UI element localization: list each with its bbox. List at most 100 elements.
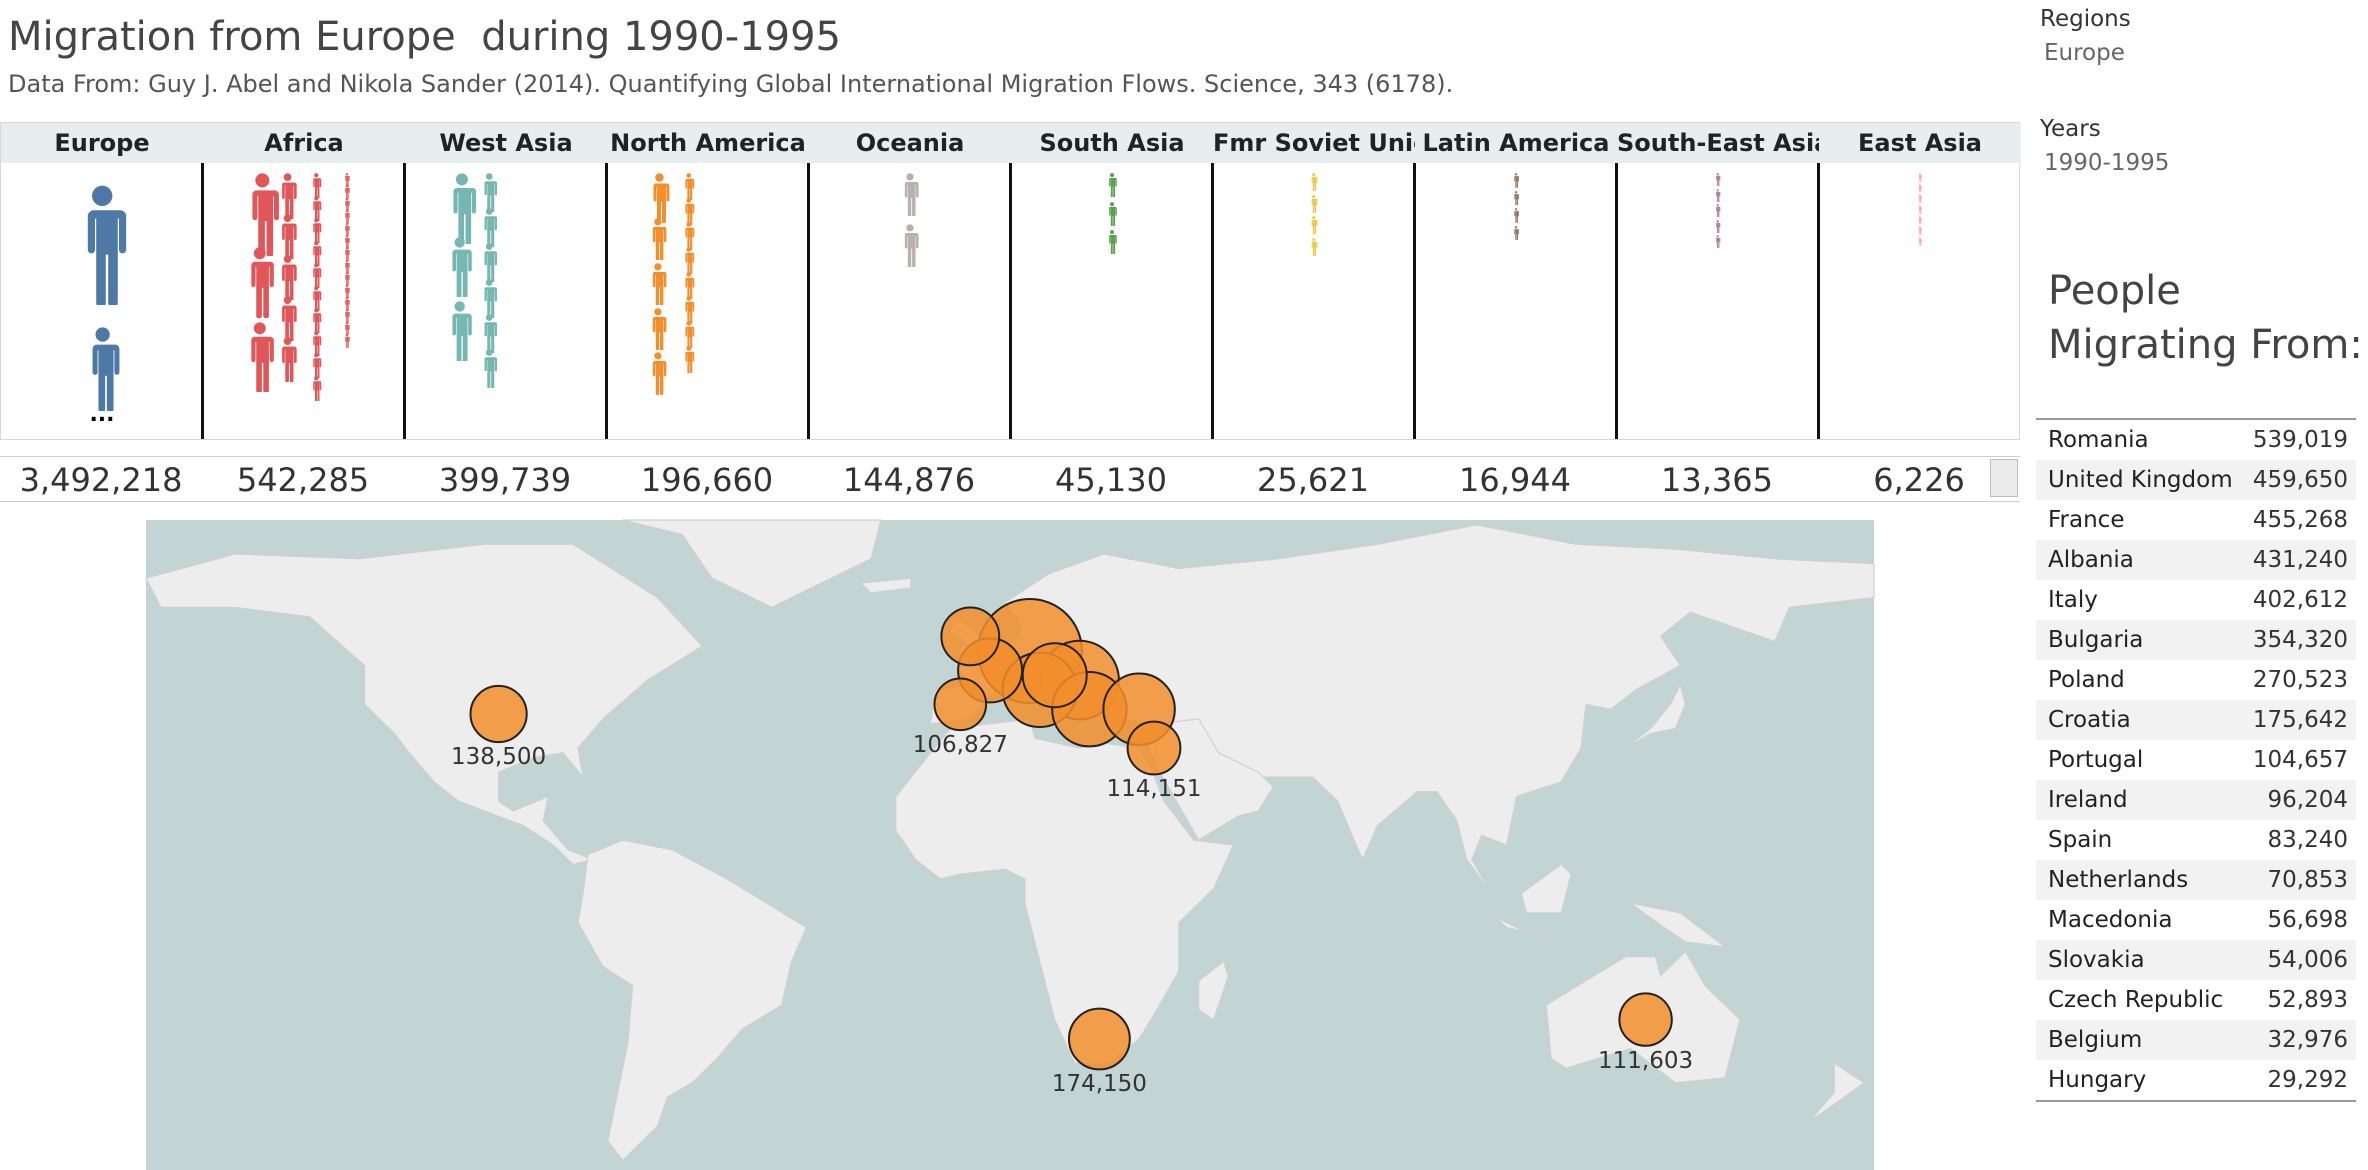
region-total-value: 45,130 xyxy=(1055,461,1167,499)
table-row[interactable]: Croatia 175,642 xyxy=(2036,700,2356,740)
scrollbar-handle[interactable] xyxy=(1990,459,2018,497)
region-icon-area: ... xyxy=(1,163,203,439)
person-icon xyxy=(312,173,322,199)
person-icon xyxy=(1716,235,1721,249)
person-icon xyxy=(280,255,297,301)
column-divider xyxy=(1817,163,1820,439)
landmass-greenland xyxy=(622,519,882,608)
region-column[interactable]: West Asia xyxy=(405,123,607,439)
table-row[interactable]: Portugal 104,657 xyxy=(2036,740,2356,780)
region-header[interactable]: Oceania xyxy=(809,123,1011,163)
person-icon xyxy=(483,278,498,318)
migration-bubble[interactable] xyxy=(469,684,528,744)
person-icon xyxy=(312,240,322,266)
table-row[interactable]: Hungary 29,292 xyxy=(2036,1060,2356,1100)
migration-bubble[interactable] xyxy=(933,677,988,732)
region-header[interactable]: South Asia xyxy=(1011,123,1213,163)
country-value: 52,893 xyxy=(2267,987,2348,1013)
landmass-iceland xyxy=(859,577,912,594)
region-column[interactable]: Latin America xyxy=(1415,123,1617,439)
country-name: Belgium xyxy=(2048,1027,2143,1053)
country-name: Ireland xyxy=(2048,787,2128,813)
region-column[interactable]: Africa xyxy=(203,123,405,439)
person-icon xyxy=(1716,173,1721,186)
person-icon xyxy=(344,222,350,237)
table-row[interactable]: Bulgaria 354,320 xyxy=(2036,620,2356,660)
table-row[interactable]: United Kingdom 459,650 xyxy=(2036,460,2356,500)
country-value: 402,612 xyxy=(2252,587,2348,613)
person-icon xyxy=(280,337,297,383)
country-value: 539,019 xyxy=(2252,427,2348,453)
person-icon xyxy=(312,285,322,311)
table-row[interactable]: France 455,268 xyxy=(2036,500,2356,540)
person-icon xyxy=(312,353,322,379)
person-icon xyxy=(1513,190,1519,206)
region-header[interactable]: West Asia xyxy=(405,123,607,163)
person-icon xyxy=(344,247,350,262)
table-row[interactable]: Romania 539,019 xyxy=(2036,420,2356,460)
region-column[interactable]: Europe... xyxy=(1,123,203,439)
table-row[interactable]: Spain 83,240 xyxy=(2036,820,2356,860)
region-column[interactable]: South Asia xyxy=(1011,123,1213,439)
table-row[interactable]: Slovakia 54,006 xyxy=(2036,940,2356,980)
region-column[interactable]: Oceania xyxy=(809,123,1011,439)
region-total-value: 196,660 xyxy=(640,461,774,499)
migration-bubble[interactable] xyxy=(1068,1007,1131,1071)
person-icon xyxy=(312,330,322,356)
person-icon xyxy=(451,173,477,245)
table-row[interactable]: Albania 431,240 xyxy=(2036,540,2356,580)
person-icon xyxy=(344,235,350,249)
person-icon xyxy=(1108,230,1117,255)
column-divider xyxy=(1615,163,1618,439)
country-name: United Kingdom xyxy=(2048,467,2233,493)
table-row[interactable]: Ireland 96,204 xyxy=(2036,780,2356,820)
region-header[interactable]: Fmr Soviet Union xyxy=(1213,123,1447,163)
country-name: Italy xyxy=(2048,587,2098,613)
country-value: 29,292 xyxy=(2267,1067,2348,1093)
region-header[interactable]: North America xyxy=(607,123,809,163)
table-row[interactable]: Czech Republic 52,893 xyxy=(2036,980,2356,1020)
landmass-indonesia xyxy=(1451,873,1572,943)
region-column[interactable]: South-East Asia xyxy=(1617,123,1830,439)
person-icon xyxy=(1513,173,1519,188)
regions-filter-label: Regions xyxy=(2040,6,2131,32)
region-header[interactable]: East Asia xyxy=(1819,123,2021,163)
migration-bubble[interactable] xyxy=(1126,720,1182,776)
table-row[interactable]: Poland 270,523 xyxy=(2036,660,2356,700)
landmass-south-america xyxy=(577,839,808,1162)
person-icon xyxy=(1108,173,1117,197)
world-map[interactable] xyxy=(0,518,2020,1170)
table-row[interactable]: Macedonia 56,698 xyxy=(2036,900,2356,940)
migration-bubble[interactable] xyxy=(940,606,1001,667)
table-row[interactable]: Belgium 32,976 xyxy=(2036,1020,2356,1060)
person-icon xyxy=(280,173,297,219)
page-title: Migration from Europe during 1990-1995 xyxy=(8,14,841,60)
landmass-new-guinea xyxy=(1630,902,1728,948)
person-icon xyxy=(1918,194,1922,204)
country-name: Poland xyxy=(2048,667,2125,693)
person-icon xyxy=(483,243,498,283)
region-column[interactable]: North America xyxy=(607,123,809,439)
country-name: Romania xyxy=(2048,427,2149,453)
person-icon xyxy=(684,247,695,275)
region-icon-area xyxy=(1213,163,1415,439)
person-icon xyxy=(903,173,919,216)
region-header[interactable]: Africa xyxy=(203,123,405,163)
region-total-value: 399,739 xyxy=(438,461,572,499)
years-filter-value[interactable]: 1990-1995 xyxy=(2044,150,2170,176)
migration-bubble[interactable] xyxy=(1618,992,1673,1047)
regions-filter-value[interactable]: Europe xyxy=(2044,40,2125,66)
region-icon-area xyxy=(405,163,607,439)
region-header[interactable]: Europe xyxy=(1,123,203,163)
table-row[interactable]: Netherlands 70,853 xyxy=(2036,860,2356,900)
migration-bubble[interactable] xyxy=(1021,642,1088,709)
person-icon xyxy=(1513,208,1519,223)
table-row[interactable]: Italy 402,612 xyxy=(2036,580,2356,620)
region-column[interactable]: Fmr Soviet Union xyxy=(1213,123,1447,439)
person-icon xyxy=(483,173,498,213)
region-header[interactable]: Latin America xyxy=(1415,123,1617,163)
person-icon xyxy=(1918,183,1922,193)
region-total-value: 3,492,218 xyxy=(19,461,183,499)
region-column[interactable]: East Asia xyxy=(1819,123,2021,439)
region-header[interactable]: South-East Asia xyxy=(1617,123,1830,163)
